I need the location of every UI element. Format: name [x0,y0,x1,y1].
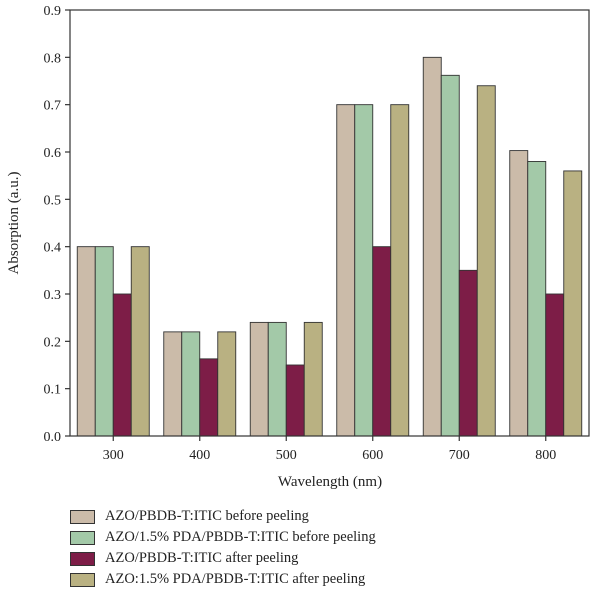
bar-600-series-4 [390,104,410,437]
bar-300-series-4 [130,246,150,437]
bar-800-series-4 [563,170,583,437]
y-tick-label: 0.4 [44,241,62,256]
bar-600-series-1 [336,104,356,437]
legend-label: AZO/PBDB-T:ITIC after peeling [105,550,299,566]
bar-500-series-3 [285,364,305,437]
bar-600-series-3 [372,246,392,437]
bar-500-series-4 [303,321,323,437]
legend-label: AZO/1.5% PDA/PBDB-T:ITIC before peeling [105,529,376,545]
legend-label: AZO:1.5% PDA/PBDB-T:ITIC after peeling [105,571,366,587]
y-tick-label: 0.9 [44,4,62,19]
plot-frame [69,9,590,437]
y-tick-label: 0.5 [44,193,62,208]
bar-400-series-1 [163,331,183,437]
legend-item-series-3: AZO/PBDB-T:ITIC after peeling [70,548,376,569]
bar-400-series-2 [181,331,201,437]
legend-swatch [70,530,95,545]
bar-300-series-3 [112,293,132,437]
bar-500-series-1 [249,321,269,437]
x-tick-label: 300 [103,448,124,463]
bar-800-series-3 [545,293,565,437]
bar-700-series-4 [476,85,496,437]
legend-swatch [70,572,95,587]
bar-chart: 0.0 0.1 0.2 0.3 0.4 0.5 0.6 0.7 0.8 0.9 300 400 500 6… [6,4,590,490]
x-tick-label: 600 [362,448,383,463]
y-tick-label: 0.0 [44,430,62,445]
x-tick-label: 700 [449,448,470,463]
x-axis-title: Wavelength (nm) [278,474,382,490]
y-tick-label: 0.6 [44,146,62,161]
x-tick-label: 400 [189,448,210,463]
bar-800-series-2 [527,161,547,437]
bar-700-series-3 [458,269,478,437]
x-tick-label: 800 [535,448,556,463]
legend-swatch [70,551,95,566]
legend-item-series-2: AZO/1.5% PDA/PBDB-T:ITIC before peeling [70,527,376,548]
y-tick-label: 0.1 [44,383,62,398]
bar-400-series-4 [217,331,237,437]
bar-500-series-2 [267,321,287,437]
y-axis-title: Absorption (a.u.) [6,172,22,275]
bar-800-series-1 [509,150,529,437]
legend-swatch [70,509,95,524]
y-tick-label: 0.7 [44,99,62,114]
legend-label: AZO/PBDB-T:ITIC before peeling [105,508,309,524]
bar-300-series-2 [94,246,114,437]
y-tick-label: 0.3 [44,288,62,303]
legend-item-series-1: AZO/PBDB-T:ITIC before peeling [70,506,376,527]
legend-item-series-4: AZO:1.5% PDA/PBDB-T:ITIC after peeling [70,569,376,590]
y-tick-label: 0.2 [44,335,62,350]
y-tick-label: 0.8 [44,51,62,66]
bar-300-series-1 [76,246,96,437]
bar-700-series-2 [440,74,460,437]
x-tick-label: 500 [276,448,297,463]
legend: AZO/PBDB-T:ITIC before peeling AZO/1.5% … [70,506,376,590]
bar-700-series-1 [422,56,442,437]
bar-400-series-3 [199,358,219,437]
bar-600-series-2 [354,104,374,437]
